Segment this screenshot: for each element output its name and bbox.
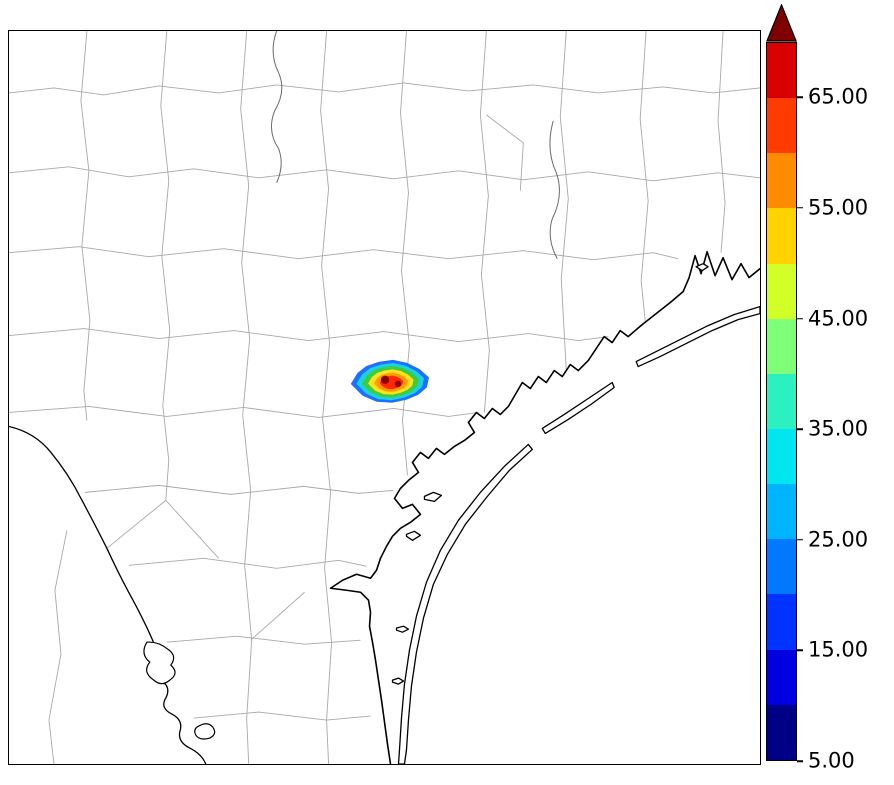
colorbar-segment: [767, 208, 796, 264]
plume-contours: [351, 359, 429, 403]
county-boundary-line: [717, 31, 726, 253]
colorbar-over-arrow: [766, 4, 797, 42]
county-boundary-line: [84, 484, 394, 495]
colorbar-tick-mark: [797, 649, 803, 652]
county-boundary-line: [240, 31, 253, 764]
colorbar-segment: [767, 373, 796, 429]
county-boundary-line: [250, 591, 305, 641]
county-boundary-line: [320, 31, 333, 764]
colorbar-tick-mark: [797, 428, 803, 430]
colorbar-labels: 65.00 55.00 45.00 35.00 25.00 15.00 5.00: [808, 42, 894, 771]
county-boundary-line: [166, 635, 361, 645]
county-boundary-line: [479, 31, 490, 413]
plume-peak-spot: [380, 375, 390, 385]
colorbar-over-arrow-shape: [766, 4, 797, 42]
colorbar-tick-label: 45.00: [808, 306, 869, 331]
county-boundary-line: [559, 31, 569, 371]
colorbar-tick-label: 35.00: [808, 416, 869, 441]
county-boundary-line: [9, 82, 760, 96]
colorbar-bar: [766, 42, 797, 761]
map-panel: [8, 30, 761, 765]
colorbar-segment: [767, 98, 796, 154]
colorbar-segment: [767, 704, 796, 760]
county-boundaries: [9, 31, 760, 764]
colorbar-segment: [767, 539, 796, 595]
county-boundary-line: [160, 31, 171, 501]
rivers: [9, 31, 560, 764]
barrier-island: [397, 443, 533, 764]
state-boundary-line: [48, 530, 68, 764]
colorbar-tick-label: 65.00: [808, 84, 869, 109]
river-line: [270, 31, 283, 183]
barrier-island: [635, 305, 760, 368]
colorbar-segment: [767, 594, 796, 650]
county-boundary-line: [128, 557, 367, 569]
colorbar-segment: [767, 43, 796, 99]
county-boundary-line: [9, 166, 760, 182]
colorbar-tick-mark: [797, 96, 803, 99]
mainland-coastline: [329, 250, 760, 764]
bay-islet: [391, 677, 405, 685]
county-boundary-line: [165, 500, 220, 559]
colorbar-segment: [767, 318, 796, 374]
reservoir-lake: [143, 641, 176, 685]
county-boundary-line: [400, 31, 410, 476]
plume-peak-spot: [394, 380, 402, 388]
colorbar-segment: [767, 649, 796, 705]
colorbar-tick-label: 25.00: [808, 527, 869, 552]
colorbar-tick-label: 55.00: [808, 195, 869, 220]
county-boundary-line: [9, 406, 479, 418]
colorbar-tick-label: 15.00: [808, 637, 869, 662]
rio-grande-river: [9, 425, 207, 764]
colorbar-segment: [767, 484, 796, 540]
colorbar-segment: [767, 263, 796, 319]
map-svg: [9, 31, 760, 764]
colorbar-tickmarks: [797, 42, 803, 762]
small-lake: [194, 723, 216, 740]
colorbar-tick-mark: [797, 539, 803, 541]
bay-islet: [423, 491, 443, 503]
bay-islet: [695, 263, 709, 272]
county-boundary-line: [106, 500, 167, 549]
coastline: [329, 250, 760, 764]
county-boundary-line: [639, 31, 649, 321]
county-boundary-line: [486, 114, 524, 191]
river-line: [549, 120, 560, 259]
colorbar-tick-label: 5.00: [808, 748, 855, 773]
colorbar-tick-mark: [797, 760, 803, 762]
colorbar-segment: [767, 428, 796, 485]
county-boundary-line: [9, 246, 679, 261]
bay-islet: [395, 625, 410, 633]
county-boundary-line: [9, 328, 609, 343]
county-boundary-line: [80, 31, 91, 421]
colorbar-segment: [767, 153, 796, 209]
county-boundary-line: [193, 711, 371, 721]
barrier-island: [541, 381, 615, 435]
colorbar-tick-mark: [797, 207, 803, 209]
bay-islet: [405, 530, 422, 541]
colorbar-tick-mark: [797, 317, 803, 320]
